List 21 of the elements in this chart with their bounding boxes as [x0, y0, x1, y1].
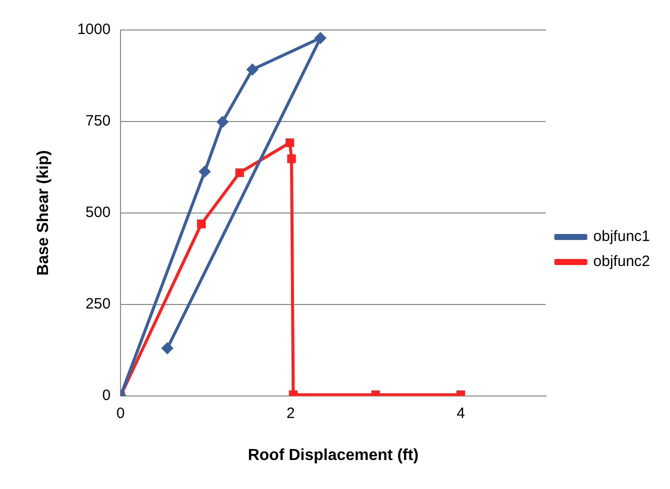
x-tick-label: 0 — [116, 404, 125, 422]
y-tick-label: 1000 — [77, 21, 111, 38]
point — [197, 220, 206, 228]
point — [285, 138, 294, 147]
y-tick-label: 750 — [86, 112, 111, 130]
point — [246, 64, 258, 76]
legend-label: objfunc1 — [593, 228, 650, 246]
y-axis-title: Base Shear (kip) — [35, 150, 52, 276]
x-axis-title: Roof Displacement (ft) — [248, 446, 419, 464]
y-tick-label: 0 — [102, 386, 111, 404]
point — [235, 168, 244, 177]
x-tick-label: 4 — [456, 404, 465, 422]
point — [287, 154, 296, 164]
point — [314, 32, 326, 44]
point — [199, 166, 210, 178]
legend-label: objfunc2 — [593, 253, 650, 270]
point — [217, 116, 228, 128]
point — [162, 342, 173, 354]
y-tick-label: 500 — [86, 204, 111, 222]
x-tick-label: 2 — [286, 404, 295, 422]
y-tick-label: 250 — [86, 295, 111, 312]
